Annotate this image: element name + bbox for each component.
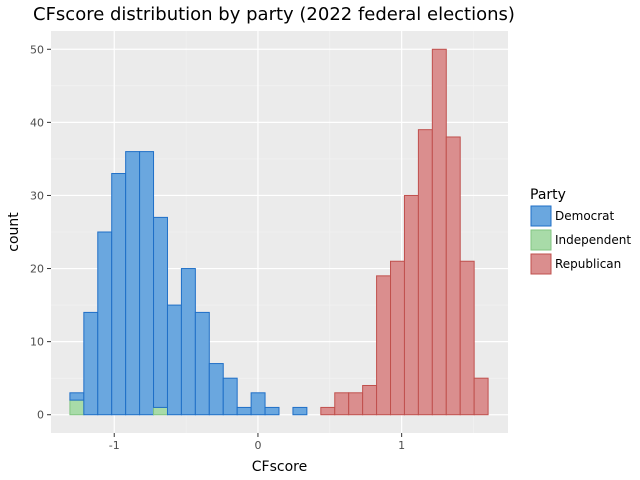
y-tick-label: 0 <box>37 409 44 422</box>
bar-independent <box>153 406 168 416</box>
bar-republican <box>445 136 461 416</box>
chart-title: CFscore distribution by party (2022 fede… <box>33 4 515 25</box>
bar-republican <box>417 129 433 416</box>
bar-democrat <box>69 392 85 401</box>
x-axis-title: CFscore <box>252 459 307 475</box>
bar-republican <box>320 406 336 416</box>
bar-democrat <box>208 363 224 416</box>
legend: Party Democrat Independent Republican <box>530 187 631 275</box>
bar-republican <box>403 194 419 416</box>
legend-title: Party <box>530 187 566 203</box>
bar-democrat <box>222 377 238 416</box>
bar-republican <box>334 392 350 416</box>
bar-democrat <box>83 311 99 416</box>
x-axis-ticks: -1 0 1 <box>109 433 405 452</box>
bar-democrat <box>125 151 141 416</box>
y-axis-ticks: 0 10 20 30 40 50 <box>30 43 51 422</box>
x-tick-label: -1 <box>109 439 120 452</box>
bar-democrat <box>194 311 210 416</box>
bar-republican <box>376 275 392 416</box>
y-tick-label: 30 <box>30 189 44 202</box>
y-tick-label: 50 <box>30 43 44 56</box>
y-tick-label: 10 <box>30 336 44 349</box>
legend-label-democrat: Democrat <box>555 209 615 223</box>
bar-democrat <box>250 392 266 416</box>
x-tick-label: 1 <box>398 439 405 452</box>
bar-republican <box>390 260 405 416</box>
bar-democrat <box>264 406 280 416</box>
legend-swatch-democrat <box>530 205 552 227</box>
bar-republican <box>473 377 489 416</box>
bars <box>69 48 489 416</box>
bar-republican <box>431 48 447 416</box>
legend-label-republican: Republican <box>555 257 621 271</box>
x-tick-label: 0 <box>254 439 261 452</box>
legend-swatch-independent <box>530 229 552 251</box>
bar-democrat <box>166 304 182 416</box>
bar-democrat <box>97 231 113 416</box>
bar-democrat <box>292 406 308 416</box>
bar-democrat <box>180 268 196 416</box>
bar-independent <box>69 399 85 416</box>
bar-republican <box>362 384 378 416</box>
y-tick-label: 40 <box>30 116 44 129</box>
legend-swatch-republican <box>530 253 552 275</box>
y-tick-label: 20 <box>30 263 44 276</box>
bar-democrat <box>139 151 155 416</box>
bar-republican <box>459 260 475 416</box>
bar-republican <box>348 392 364 416</box>
legend-label-independent: Independent <box>555 233 631 247</box>
bar-democrat <box>111 173 127 416</box>
y-axis-title: count <box>6 212 22 252</box>
bar-democrat <box>153 216 168 408</box>
bar-democrat <box>236 406 252 416</box>
